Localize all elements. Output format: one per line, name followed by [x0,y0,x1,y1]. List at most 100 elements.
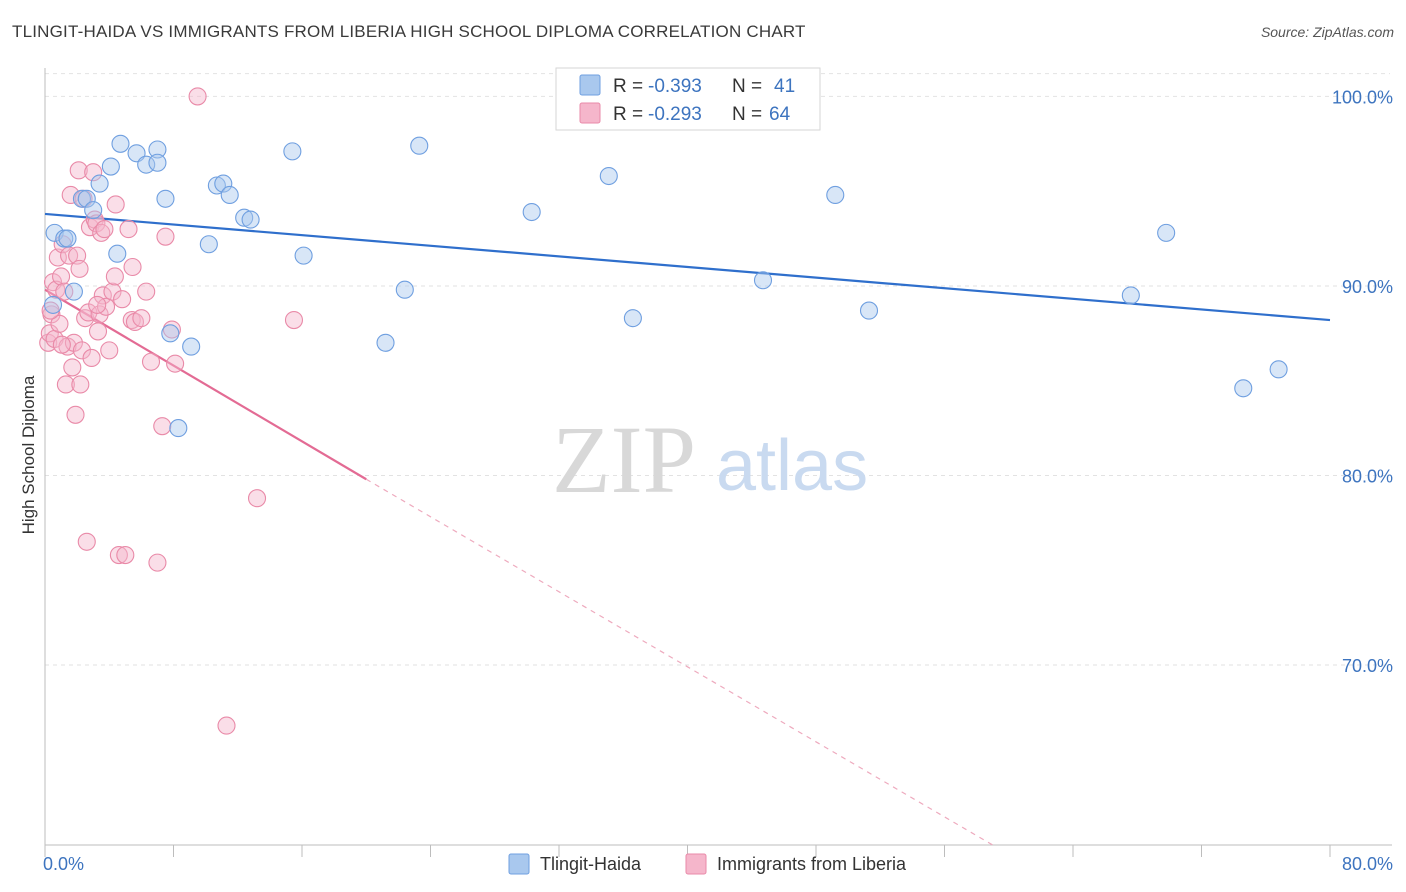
watermark: ZIP atlas [552,406,868,513]
point-liberia-39 [106,195,125,214]
point-liberia-60 [70,259,89,278]
series-legend-swatch-tlingit [508,853,530,875]
point-liberia-23 [76,309,95,328]
point-tlingit-3 [58,229,77,248]
point-liberia-56 [247,489,267,508]
point-liberia-15 [63,358,82,377]
point-liberia-34 [93,286,112,305]
point-liberia-7 [50,314,69,333]
point-liberia-62 [105,267,124,286]
point-tlingit-5 [72,189,91,208]
point-liberia-57 [284,311,304,330]
point-tlingit-14 [148,140,167,159]
legend-swatch-liberia [579,102,601,124]
watermark-zip: ZIP [552,406,696,513]
point-tlingit-35 [826,185,845,205]
legend-swatch-tlingit [579,74,601,96]
series-legend-swatch-liberia [685,853,707,875]
y-tick-labels: 70.0% 80.0% 90.0% 100.0% [1332,87,1393,676]
point-liberia-61 [88,295,107,314]
point-liberia-38 [103,282,122,301]
correlation-legend: R = -0.393 N = 41 R = -0.293 N = 64 [555,67,821,131]
point-tlingit-21 [207,176,226,195]
point-tlingit-11 [111,134,130,153]
point-liberia-63 [123,257,142,277]
point-liberia-55 [217,716,236,735]
point-tlingit-20 [199,235,218,254]
trend-line-dashed-1 [365,478,993,846]
point-tlingit-26 [283,142,302,161]
point-liberia-20 [71,375,90,394]
point-tlingit-22 [214,174,233,193]
data-points [39,87,1288,735]
point-liberia-42 [116,545,135,565]
point-liberia-54 [188,87,207,106]
point-liberia-27 [82,348,101,368]
gridlines [45,73,1390,666]
point-liberia-49 [148,553,167,572]
point-liberia-10 [55,282,74,301]
point-liberia-8 [52,267,71,286]
point-liberia-28 [84,163,103,182]
point-liberia-41 [113,290,132,309]
point-liberia-31 [88,322,108,341]
point-liberia-53 [166,354,185,373]
legend-r-value-0: -0.393 [648,76,702,97]
point-tlingit-4 [64,282,83,301]
legend-n-label-0: N = [732,76,762,97]
series-legend: Tlingit-Haida Immigrants from Liberia [508,853,907,875]
point-tlingit-27 [294,246,313,265]
source-credit: Source: ZipAtlas.com [1260,24,1394,40]
x-tick-labels: 0.0% 80.0% [43,854,1393,874]
point-liberia-21 [72,341,91,360]
watermark-atlas: atlas [716,426,868,506]
point-liberia-51 [156,227,175,246]
legend-r-label-0: R = [613,76,643,97]
series-legend-label-liberia: Immigrants from Liberia [717,854,907,874]
point-liberia-19 [69,161,88,180]
point-liberia-50 [153,417,172,436]
point-tlingit-24 [235,208,254,227]
point-tlingit-23 [220,185,239,205]
legend-n-value-1: 64 [769,104,791,125]
point-tlingit-13 [137,155,156,174]
legend-r-label-1: R = [613,104,643,125]
point-tlingit-0 [43,295,63,314]
point-tlingit-36 [859,301,879,320]
legend-n-label-1: N = [732,104,762,125]
point-tlingit-32 [599,166,618,186]
chart-title: TLINGIT-HAIDA VS IMMIGRANTS FROM LIBERIA… [12,22,806,41]
point-tlingit-19 [182,337,201,356]
point-liberia-35 [95,220,114,239]
axes [44,68,1392,857]
point-tlingit-10 [108,244,127,263]
x-tick-label-0: 0.0% [43,854,84,874]
trend-lines [44,212,1331,846]
point-liberia-48 [141,352,161,371]
y-axis-title: High School Diploma [19,375,38,534]
point-liberia-37 [100,341,119,360]
point-liberia-40 [109,545,128,565]
legend-n-value-0: 41 [774,76,795,97]
point-liberia-1 [40,324,59,343]
point-tlingit-37 [1121,286,1140,305]
point-tlingit-6 [77,189,96,208]
point-liberia-11 [56,375,75,394]
point-liberia-18 [68,246,87,265]
point-liberia-59 [52,335,71,354]
point-tlingit-34 [753,271,773,290]
point-tlingit-18 [169,419,188,438]
point-liberia-24 [77,532,96,551]
point-tlingit-29 [395,280,414,299]
point-tlingit-38 [1157,223,1176,242]
trend-line-0 [44,212,1331,322]
legend-r-value-1: -0.293 [648,104,702,125]
point-tlingit-17 [161,324,180,343]
point-tlingit-8 [90,174,109,193]
point-tlingit-16 [156,189,175,208]
point-liberia-46 [132,309,151,328]
point-liberia-43 [119,220,138,239]
point-tlingit-31 [522,202,541,222]
y-tick-label-0: 70.0% [1342,656,1393,676]
